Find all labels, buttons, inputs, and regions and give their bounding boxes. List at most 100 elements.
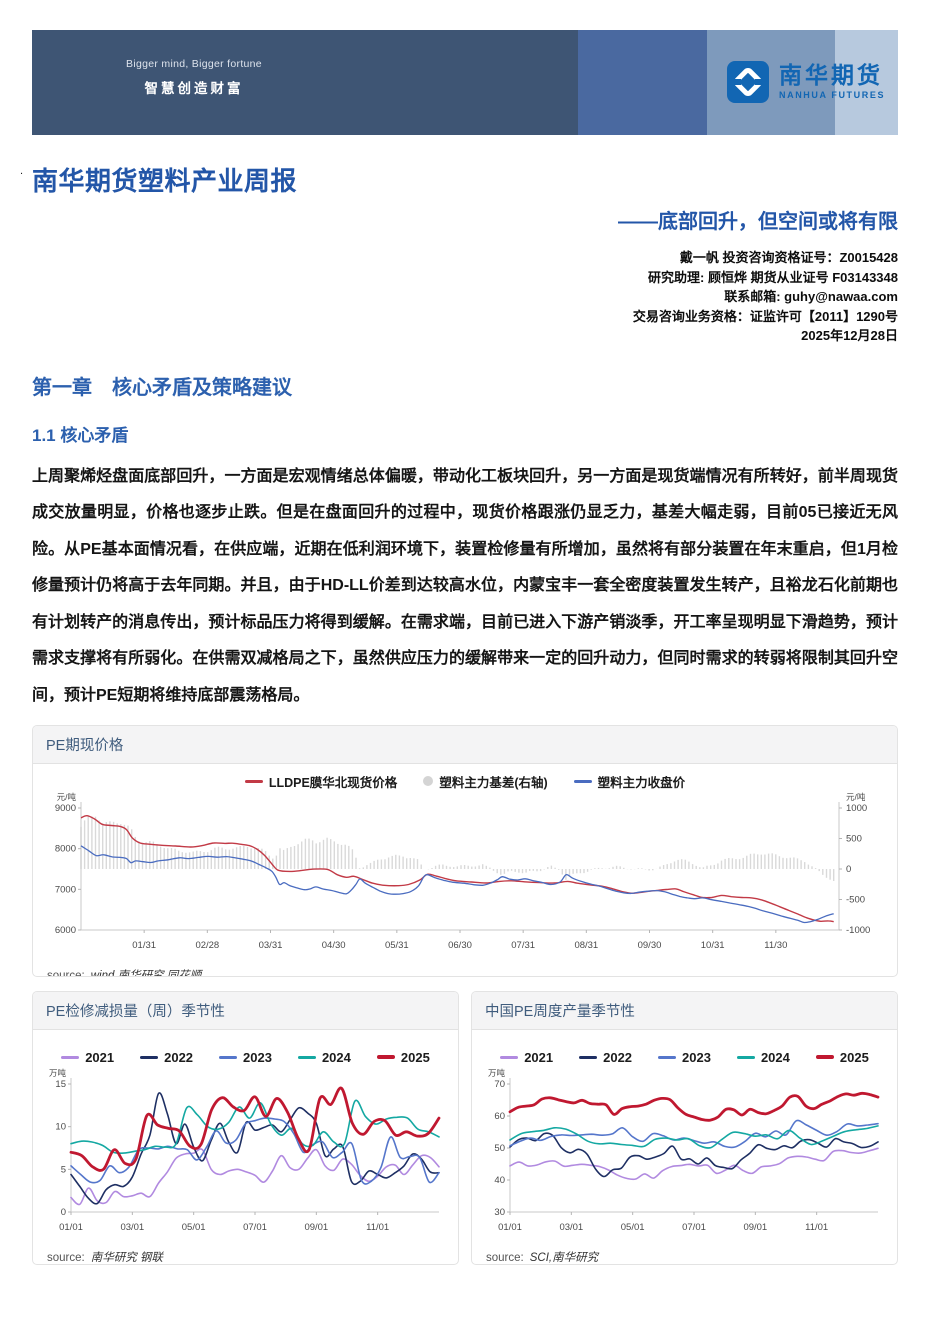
source-value: wind,南华研究,同花顺 [91,970,202,977]
svg-text:-500: -500 [846,895,865,906]
legend-item-2022: 2022 [140,1050,193,1065]
production-legend: 2021 2022 2023 2024 2025 [472,1046,897,1068]
svg-text:1000: 1000 [846,803,867,814]
legend-line-swatch [658,1056,676,1059]
panel-pe-price-title: PE期现价格 [33,726,897,764]
svg-text:09/01: 09/01 [743,1222,767,1233]
svg-text:07/01: 07/01 [682,1222,706,1233]
banner-mid-block [578,30,707,135]
legend-item-LLDPE膜华北现货价格: LLDPE膜华北现货价格 [245,772,397,791]
svg-text:01/31: 01/31 [132,940,156,951]
svg-text:8000: 8000 [55,844,76,855]
banner-dark-block: Bigger mind, Bigger fortune 智慧创造财富 [32,30,578,135]
svg-text:09/01: 09/01 [304,1222,328,1233]
svg-text:7000: 7000 [55,884,76,895]
body-paragraph: 上周聚烯烃盘面底部回升，一方面是宏观情绪总体偏暖，带动化工板块回升，另一方面是现… [32,459,898,715]
section-heading: 1.1 核心矛盾 [32,421,898,446]
legend-line-swatch [245,780,263,783]
legend-label: 2022 [603,1050,632,1065]
svg-text:07/01: 07/01 [243,1222,267,1233]
svg-text:6000: 6000 [55,925,76,936]
source-value: 南华研究 钢联 [91,1252,163,1264]
legend-line-swatch [500,1056,518,1059]
svg-text:05/01: 05/01 [621,1222,645,1233]
svg-text:元/吨: 元/吨 [57,792,77,802]
svg-text:01/01: 01/01 [59,1222,83,1233]
svg-text:03/01: 03/01 [120,1222,144,1233]
svg-text:03/31: 03/31 [259,940,283,951]
svg-text:11/01: 11/01 [805,1222,828,1233]
svg-text:08/31: 08/31 [574,940,598,951]
slogan-en: Bigger mind, Bigger fortune [104,58,284,70]
svg-text:11/30: 11/30 [764,940,787,951]
source-label: source: [486,1252,524,1264]
legend-line-swatch [219,1056,237,1059]
svg-text:5: 5 [61,1164,66,1175]
svg-text:30: 30 [494,1207,505,1218]
legend-item-2021: 2021 [61,1050,114,1065]
legend-item-2025: 2025 [377,1050,430,1065]
svg-text:0: 0 [61,1207,66,1218]
svg-text:10/31: 10/31 [701,940,725,951]
legend-label: LLDPE膜华北现货价格 [269,772,397,791]
source-label: source: [47,970,85,977]
page-subtitle: ——底部回升，但空间或将有限 [32,205,898,234]
svg-text:03/01: 03/01 [559,1222,583,1233]
meta-assistant: 研究助理: 顾恒烨 期货从业证号 F03143348 [32,268,898,288]
legend-item-塑料主力收盘价: 塑料主力收盘价 [574,772,686,791]
svg-text:15: 15 [55,1079,66,1090]
legend-line-swatch [737,1056,755,1059]
svg-text:60: 60 [494,1111,505,1122]
legend-item-2024: 2024 [298,1050,351,1065]
meta-email: 联系邮箱: guhy@nawaa.com [32,287,898,307]
brand-banner: Bigger mind, Bigger fortune 智慧创造财富 南华期货 … [32,30,898,135]
svg-text:11/01: 11/01 [366,1222,389,1233]
legend-label: 2024 [322,1050,351,1065]
meta-date: 2025年12月28日 [32,326,898,346]
svg-text:万吨: 万吨 [49,1068,67,1078]
svg-text:09/30: 09/30 [638,940,662,951]
legend-item-2023: 2023 [658,1050,711,1065]
svg-text:-1000: -1000 [846,925,870,936]
svg-text:05/31: 05/31 [385,940,409,951]
svg-text:50: 50 [494,1143,505,1154]
meta-analyst: 戴一帆 投资咨询资格证号：Z0015428 [32,248,898,268]
report-page: { "banner": { "slogan_en": "Bigger mind,… [0,30,930,1333]
page-title: 南华期货塑料产业周报 [32,161,898,198]
logo-text: 南华期货 NANHUA FUTURES [779,64,885,100]
svg-text:0: 0 [846,864,851,875]
svg-text:40: 40 [494,1175,505,1186]
pe-price-source: source: wind,南华研究,同花顺 [33,961,897,977]
svg-text:07/31: 07/31 [511,940,535,951]
legend-line-swatch [574,780,592,783]
legend-label: 塑料主力收盘价 [598,772,686,791]
company-logo: 南华期货 NANHUA FUTURES [726,60,885,104]
panel-maintenance-title: PE检修减损量（周）季节性 [33,992,458,1030]
logo-cn-text: 南华期货 [779,64,885,87]
production-source: source: SCI,南华研究 [472,1243,897,1265]
pe-price-svg: 900080007000600010005000-500-1000元/吨元/吨0… [43,792,887,956]
pe-price-legend: LLDPE膜华北现货价格 塑料主力基差(右轴) 塑料主力收盘价 [33,770,897,792]
legend-item-2025: 2025 [816,1050,869,1065]
source-label: source: [47,1252,85,1264]
legend-dot-swatch [423,776,433,786]
legend-item-2021: 2021 [500,1050,553,1065]
svg-text:01/01: 01/01 [498,1222,522,1233]
legend-item-2022: 2022 [579,1050,632,1065]
maintenance-source: source: 南华研究 钢联 [33,1243,458,1265]
legend-line-swatch [816,1055,834,1059]
legend-label: 塑料主力基差(右轴) [439,772,547,791]
nanhua-logo-icon [726,60,770,104]
legend-item-塑料主力基差(右轴): 塑料主力基差(右轴) [423,772,547,791]
legend-line-swatch [298,1056,316,1059]
legend-item-2024: 2024 [737,1050,790,1065]
panel-pe-price: PE期现价格 LLDPE膜华北现货价格塑料主力基差(右轴)塑料主力收盘价 900… [32,725,898,977]
legend-line-swatch [140,1056,158,1059]
source-value: SCI,南华研究 [530,1252,598,1264]
svg-text:02/28: 02/28 [195,940,219,951]
